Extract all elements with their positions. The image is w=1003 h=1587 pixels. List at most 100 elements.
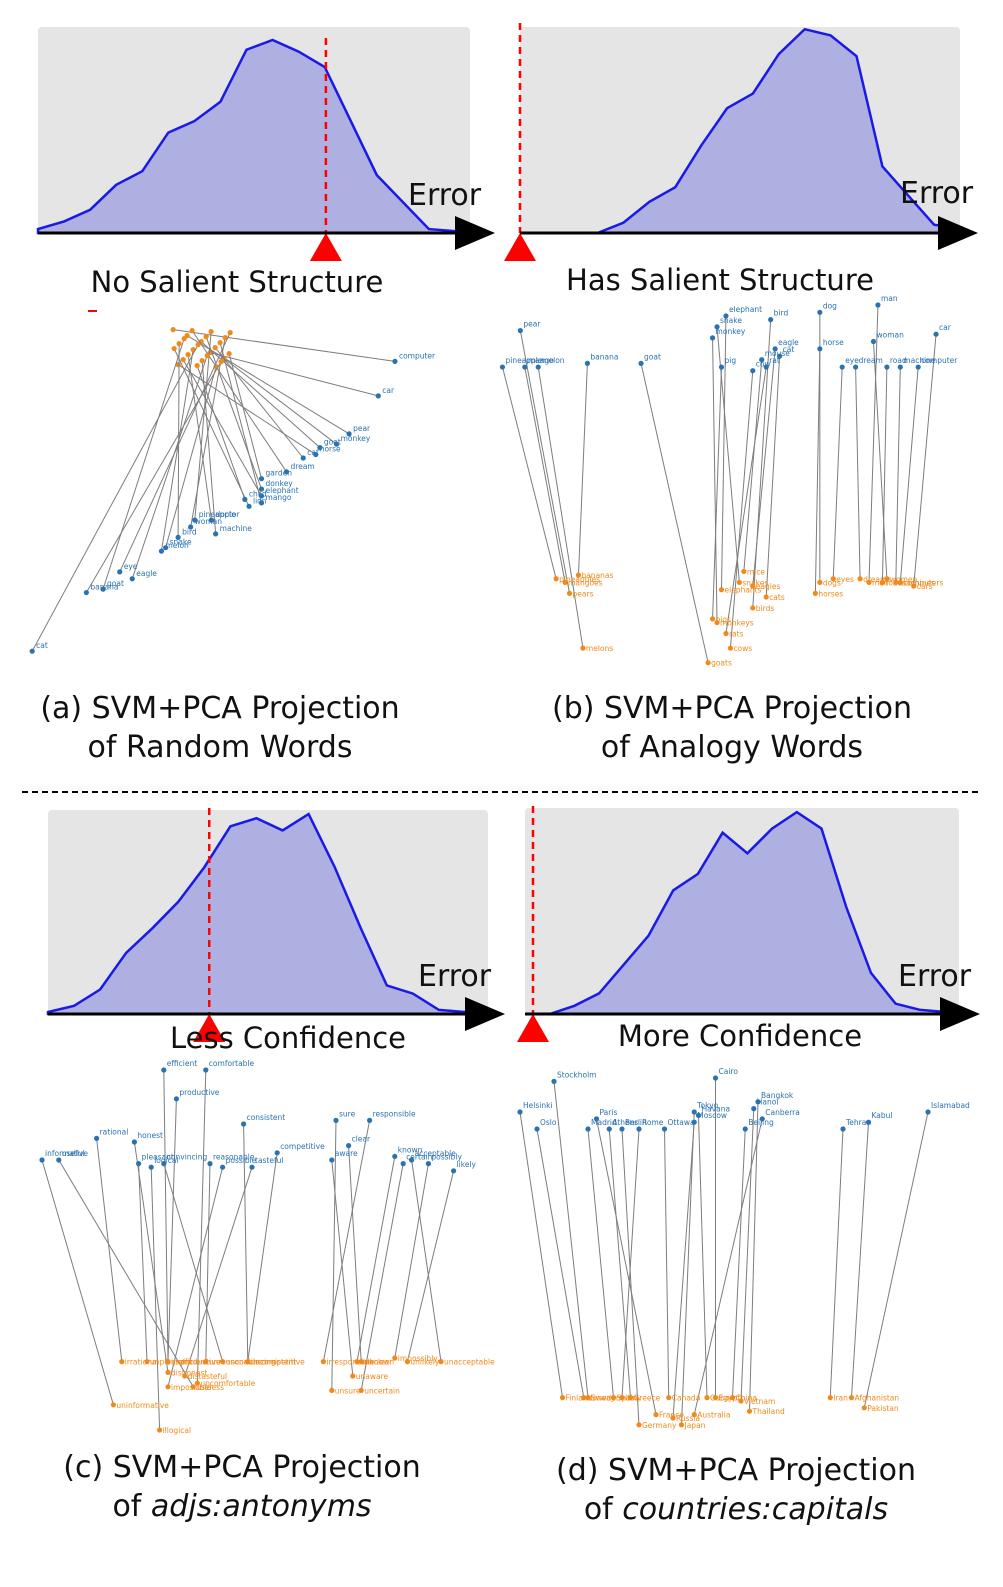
source-word-label: horse [823, 338, 844, 347]
link-line [829, 1128, 844, 1398]
source-word-label: cat [783, 345, 795, 354]
target-point [866, 579, 872, 586]
source-word-label: computer [921, 356, 958, 365]
caption-line1: (c) SVM+PCA Projection [63, 1450, 420, 1485]
source-word-label: pleasant [142, 1153, 174, 1162]
target-point [619, 1395, 625, 1401]
source-word-label: car [939, 323, 952, 332]
target-point [165, 1359, 171, 1365]
source-word-label: mango [528, 356, 554, 365]
source-word-label: Beijing [748, 1118, 774, 1127]
link-line [223, 358, 337, 445]
source-point [884, 364, 890, 370]
source-word-label: Moscow [697, 1111, 727, 1120]
source-word-label: melon [541, 356, 565, 365]
link-line [729, 370, 754, 649]
projection-scatter: Stockholm Sweden Helsinki Finland Oslo Norway… [517, 1067, 970, 1430]
word-label: donkey [266, 479, 294, 488]
panel-b: Error Has Salient Structure pear pears pin… [499, 23, 978, 765]
target-point [218, 359, 224, 365]
source-point [691, 1109, 697, 1115]
panel-heading: Has Salient Structure [566, 263, 874, 297]
source-point [750, 368, 756, 374]
link-line [596, 1118, 657, 1415]
source-point [249, 1164, 255, 1170]
target-word-label: dogs [823, 578, 841, 587]
link-line [247, 1152, 278, 1362]
source-word-label: responsible [373, 1109, 416, 1118]
source-point [346, 1143, 352, 1149]
target-point [653, 1412, 659, 1418]
target-word-label: unlikely [410, 1358, 439, 1367]
link-line [814, 348, 821, 594]
link-line [331, 1159, 354, 1377]
source-word-label: convincing [167, 1153, 208, 1162]
link-line [698, 1115, 708, 1398]
word-label: child [249, 489, 267, 498]
source-word-label: acceptable [415, 1149, 457, 1158]
link-line [519, 330, 571, 594]
source-point [208, 517, 215, 523]
target-word-label: pineapples [559, 575, 600, 584]
target-point [857, 576, 863, 582]
source-word-label: sure [339, 1109, 356, 1118]
target-point [354, 1359, 360, 1365]
word-label: bird [182, 527, 197, 536]
source-word-label: woman [876, 331, 904, 340]
target-word-label: unclear [364, 1358, 393, 1367]
source-point [56, 1157, 62, 1163]
source-word-label: reasonable [213, 1153, 255, 1162]
link-line [537, 366, 584, 649]
link-line [210, 352, 379, 397]
target-word-label: pigs [716, 615, 732, 624]
word-label: goat [324, 438, 341, 447]
target-point [879, 579, 886, 586]
source-word-label: Islamabad [931, 1101, 970, 1110]
link-line [411, 1159, 442, 1362]
target-point [170, 327, 176, 333]
source-point [585, 1126, 591, 1132]
target-word-label: eyes [836, 575, 854, 584]
source-point [148, 1164, 154, 1170]
target-point [199, 358, 205, 364]
source-point [333, 1117, 339, 1123]
target-point [194, 363, 200, 369]
target-point [195, 342, 201, 348]
source-point [759, 1116, 765, 1122]
source-word-label: bird [774, 309, 789, 318]
source-word-label: useful [62, 1149, 85, 1158]
target-word-label: unsure [335, 1386, 361, 1395]
source-point [933, 331, 939, 337]
link-line [519, 1111, 563, 1398]
link-line [868, 304, 879, 583]
source-word-label: Rome [642, 1118, 664, 1127]
word-label: lion [253, 496, 267, 505]
panel-heading: More Confidence [618, 1019, 862, 1053]
word-label: horse [320, 445, 341, 454]
source-point [313, 451, 319, 458]
source-word-label: snake [720, 316, 742, 325]
target-point [220, 1359, 226, 1365]
link-line [201, 360, 217, 534]
target-point [736, 579, 742, 586]
link-line [150, 1167, 161, 1431]
target-word-label: unknown [360, 1358, 394, 1367]
source-word-label: certain [406, 1153, 432, 1162]
source-word-label: pineapple [505, 356, 542, 365]
word-label: machine [220, 524, 253, 533]
source-point [925, 1109, 931, 1115]
target-point [729, 1395, 736, 1401]
target-point [358, 1387, 364, 1393]
target-point [746, 1408, 753, 1414]
target-point [404, 1359, 410, 1365]
source-point [241, 1121, 247, 1127]
target-word-label: Italy [625, 1394, 642, 1403]
target-point [189, 328, 195, 334]
source-point [517, 327, 523, 334]
target-word-label: mangoes [568, 578, 603, 587]
word-label: woman [195, 517, 223, 526]
target-point [181, 336, 187, 342]
link-line [693, 1118, 763, 1415]
source-word-label: logical [154, 1156, 178, 1165]
